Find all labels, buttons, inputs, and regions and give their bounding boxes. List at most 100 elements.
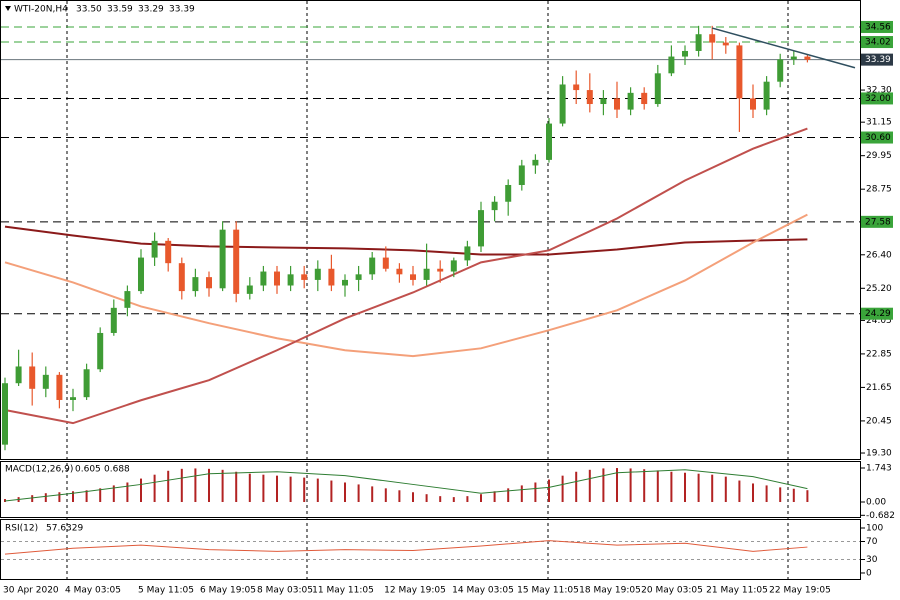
macd-bar — [792, 488, 795, 502]
macd-bar — [153, 474, 156, 502]
candle-body — [138, 257, 144, 292]
x-tick-label: 18 May 19:05 — [579, 586, 641, 596]
candle-body — [151, 240, 158, 258]
x-tick-label: 8 May 03:05 — [257, 586, 313, 596]
macd-bar — [425, 494, 428, 502]
macd-bar — [697, 473, 700, 502]
macd-bar — [31, 495, 34, 502]
candle-body — [369, 257, 376, 275]
candle-body — [192, 277, 199, 292]
x-tick-label: 14 May 03:05 — [452, 586, 514, 596]
x-tick-label: 22 May 19:05 — [769, 586, 831, 596]
level-label: 24.29 — [865, 309, 891, 319]
candle-body — [790, 56, 797, 60]
candle-body — [260, 271, 267, 286]
moving-average — [4, 225, 808, 256]
candle-body — [301, 274, 308, 280]
header-ohlc: 33.50 — [76, 5, 102, 15]
candle-body — [83, 369, 90, 398]
x-tick-label: 12 May 19:05 — [384, 586, 446, 596]
candle-body — [654, 73, 661, 105]
x-tick-label: 11 May 11:05 — [312, 586, 374, 596]
candle-body — [722, 42, 729, 46]
candle-body — [586, 90, 593, 105]
candle-body — [491, 201, 498, 211]
macd-bar — [616, 468, 618, 502]
candle-body — [15, 366, 22, 384]
macd-bar — [44, 493, 47, 502]
candle-body — [518, 165, 525, 185]
macd-bar — [384, 488, 387, 502]
candle-body — [382, 257, 389, 269]
candle-body — [695, 34, 702, 51]
level-box — [861, 53, 893, 66]
macd-bar — [316, 478, 319, 502]
macd-bar — [520, 485, 523, 502]
candle-body — [287, 274, 294, 286]
macd-bar — [779, 487, 782, 502]
candle-body — [600, 98, 607, 105]
macd-bar — [235, 471, 238, 502]
candle-body — [682, 50, 688, 57]
macd-bar — [221, 469, 224, 502]
candle-body — [627, 92, 634, 110]
macd-bar — [602, 468, 605, 502]
candle-body — [410, 274, 416, 280]
macd-bar — [670, 471, 673, 502]
x-tick-label: 20 May 03:05 — [641, 586, 703, 596]
candle-body — [274, 271, 280, 286]
candle-body — [709, 34, 716, 43]
rsi-value: 57.6329 — [46, 524, 83, 534]
macd-bar — [357, 484, 360, 502]
y-tick-label: 26.40 — [866, 250, 892, 260]
macd-bar — [208, 468, 210, 502]
candle-body — [165, 240, 172, 264]
macd-bar — [493, 491, 496, 502]
rsi-panel — [0, 519, 861, 580]
level-label: 32.00 — [865, 94, 891, 104]
candle-body — [396, 268, 403, 275]
level-box — [861, 307, 893, 320]
macd-bar — [588, 469, 591, 502]
y-tick-label: 24.05 — [866, 316, 892, 326]
level-box — [861, 92, 893, 105]
candle-body — [219, 229, 226, 289]
macd-bar — [412, 492, 414, 502]
macd-bar — [371, 486, 374, 502]
candle-body — [328, 268, 335, 286]
y-tick-label: 29.95 — [866, 151, 892, 161]
macd-bar — [724, 476, 727, 502]
y-tick-label: 32.30 — [866, 86, 892, 96]
macd-panel — [0, 461, 861, 518]
x-tick-label: 5 May 11:05 — [138, 586, 194, 596]
macd-bar — [276, 475, 278, 502]
candle-body — [668, 56, 675, 74]
candle-body — [614, 98, 620, 110]
x-tick-label: 6 May 19:05 — [200, 586, 256, 596]
macd-bar — [180, 468, 183, 502]
macd-bar — [289, 476, 292, 502]
macd-bar — [85, 490, 88, 502]
candle-body — [546, 123, 552, 160]
macd-bar — [806, 490, 809, 502]
macd-bar — [99, 488, 102, 502]
rsi-title: RSI(12) — [5, 524, 38, 534]
rsi-line — [4, 540, 808, 555]
y-tick-label: 30 — [866, 555, 878, 565]
level-label: 30.60 — [865, 133, 891, 143]
macd-bar — [72, 491, 74, 502]
candle-body — [505, 184, 512, 202]
macd-bar — [507, 488, 510, 502]
macd-bar — [344, 482, 346, 502]
candle-body — [478, 210, 484, 247]
macd-value: 0.605 — [75, 465, 101, 475]
moving-average — [4, 127, 808, 425]
candle-body — [750, 98, 756, 110]
header-ohlc: 33.59 — [107, 5, 133, 15]
level-label: 27.58 — [865, 217, 891, 227]
macd-bar — [452, 497, 455, 502]
level-box — [861, 131, 893, 144]
macd-bar — [140, 478, 142, 502]
macd-bar — [58, 492, 61, 502]
y-tick-label: 28.75 — [866, 185, 892, 195]
